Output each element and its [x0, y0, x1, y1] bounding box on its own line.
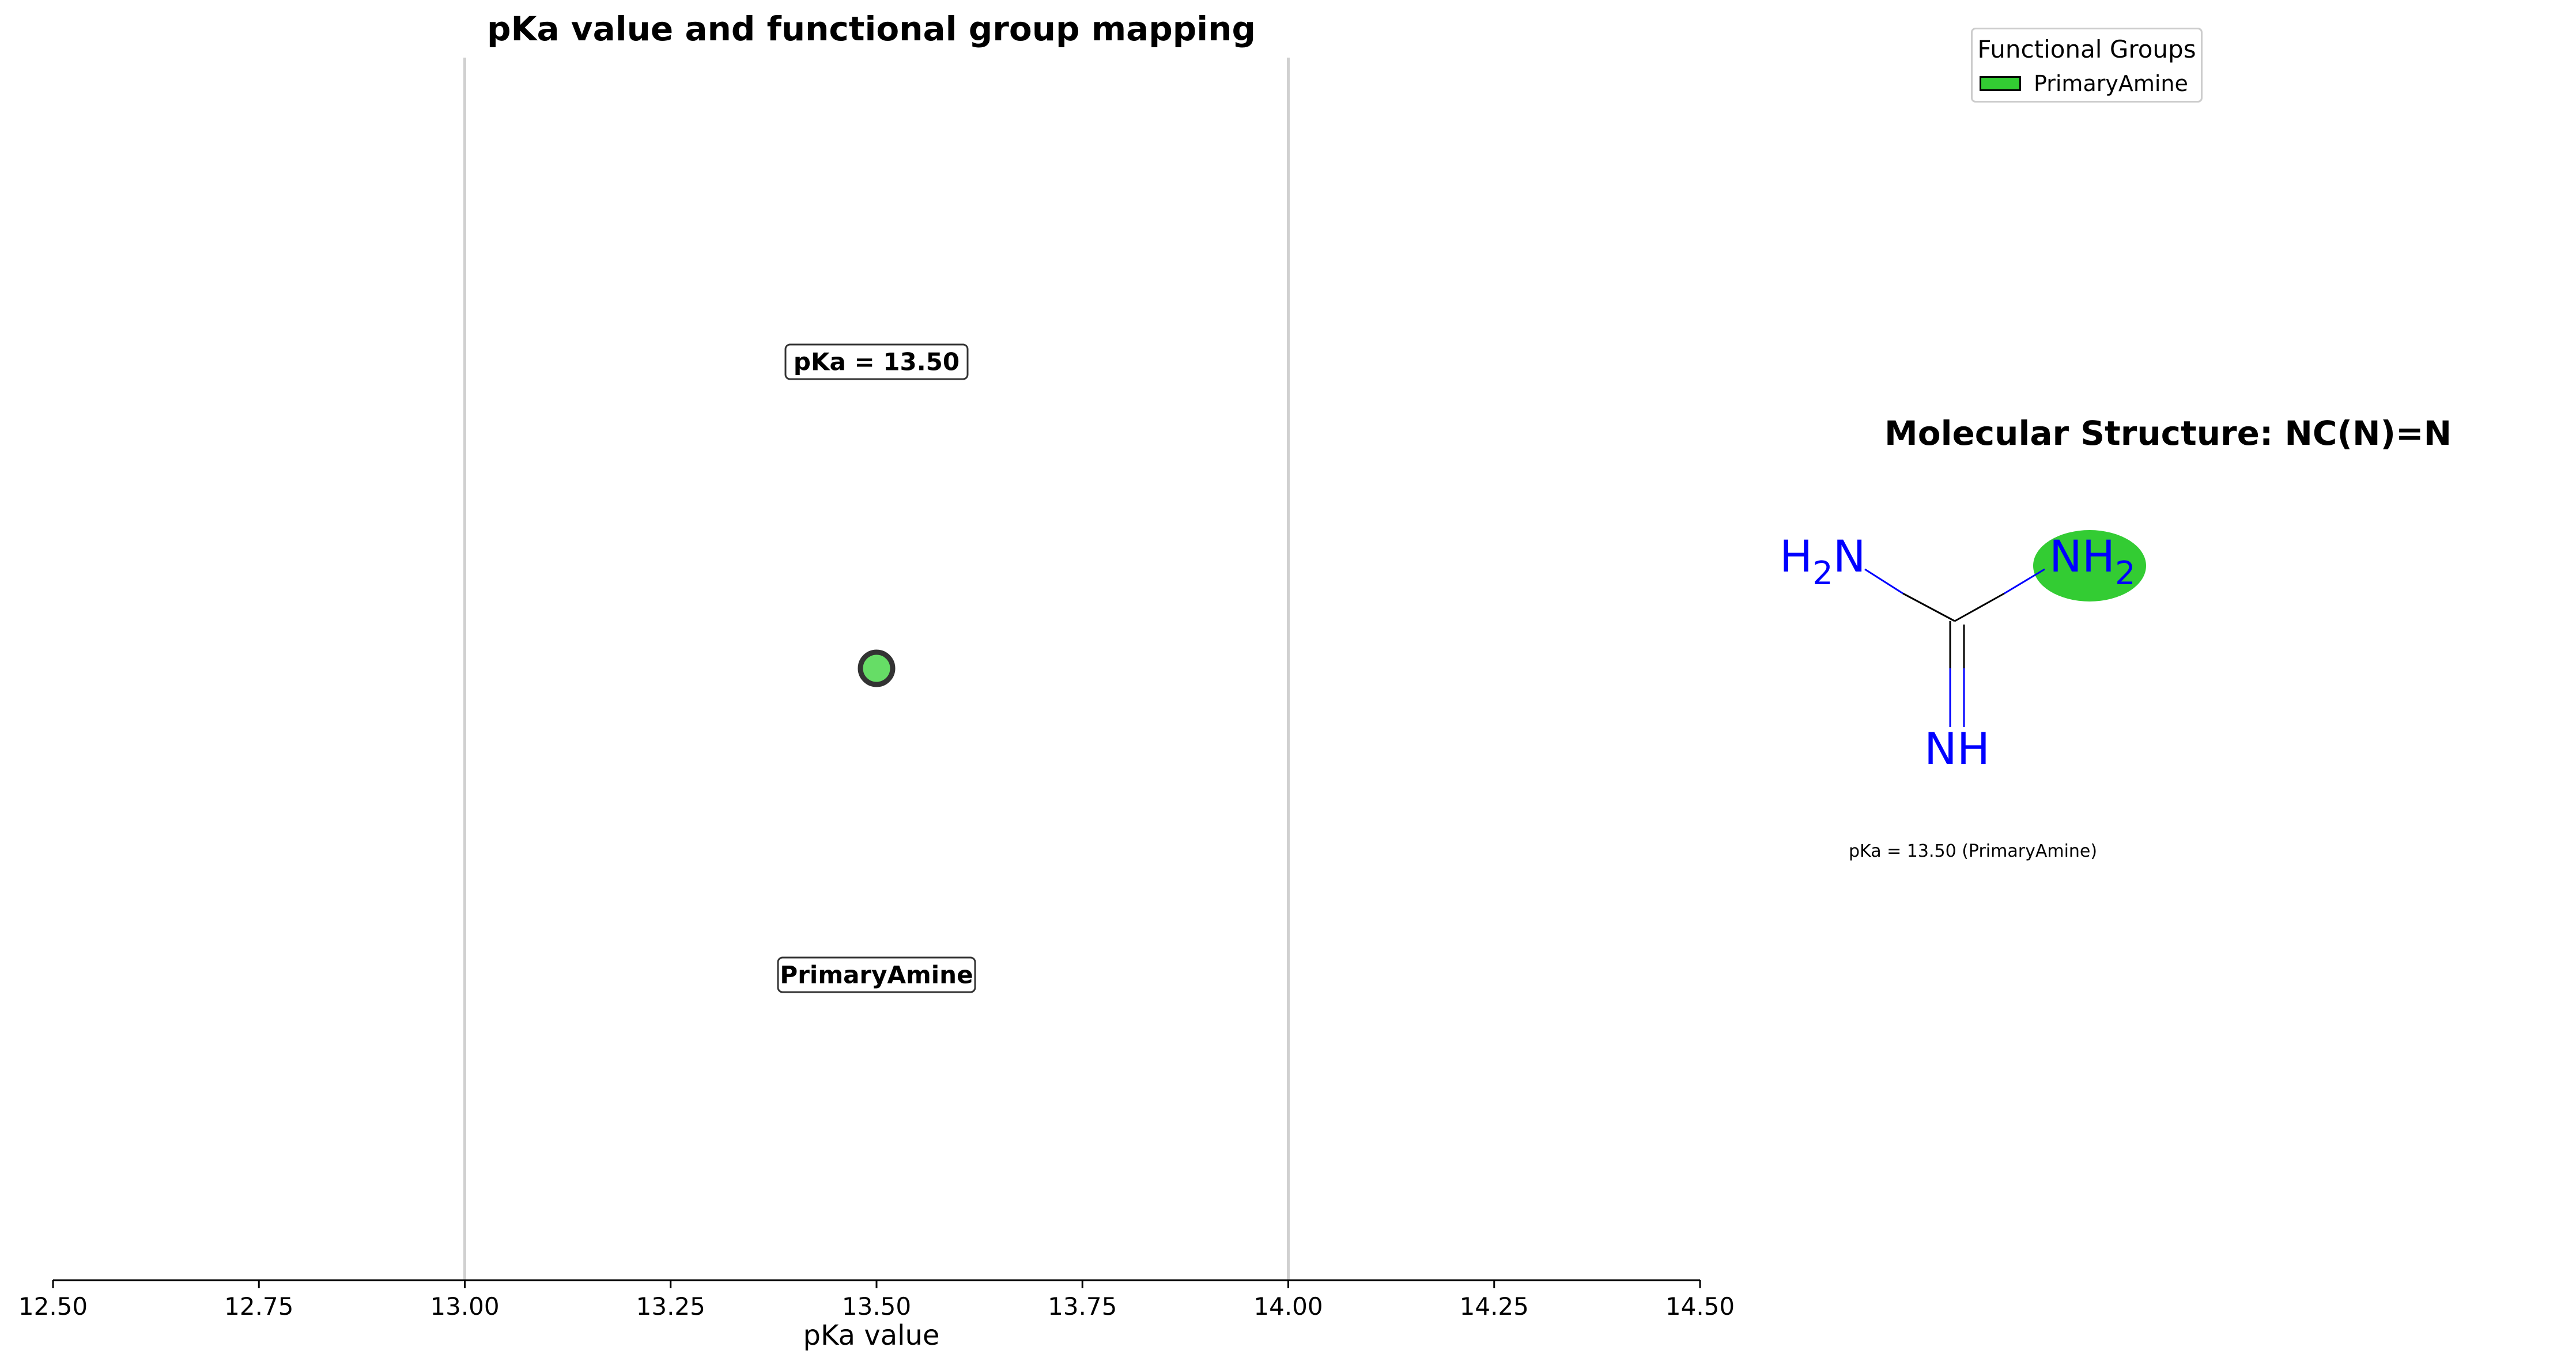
reference-lines	[463, 58, 1290, 1280]
x-tick-label: 14.00	[1253, 1292, 1323, 1321]
x-tick-label: 12.75	[224, 1292, 293, 1321]
atom-left-amine-sub: 2	[1812, 555, 1833, 592]
legend-entry: PrimaryAmine	[1980, 70, 2188, 97]
pka-value-annotation-text: pKa = 13.50	[794, 348, 960, 376]
group-annotation: PrimaryAmine	[777, 956, 976, 993]
x-axis-label: pKa value	[803, 1319, 940, 1352]
legend: Functional Groups PrimaryAmine	[1971, 28, 2203, 103]
atom-imine: NH	[1924, 723, 1990, 774]
group-annotation-box	[777, 956, 976, 993]
x-tick-label: 13.75	[1048, 1292, 1117, 1321]
atom-right-amine-sub: 2	[2115, 555, 2136, 592]
atom-right-amine-nh: NH	[2049, 531, 2115, 582]
x-tick-label: 14.50	[1665, 1292, 1735, 1321]
x-tick-label: 12.50	[18, 1292, 88, 1321]
functional-group-highlight	[2033, 530, 2146, 601]
legend-swatch	[1980, 76, 2021, 91]
pka-value-annotation: pKa = 13.50	[784, 343, 969, 380]
atom-left-amine-n: N	[1833, 531, 1866, 582]
bond-right-n-blue	[2004, 568, 2045, 595]
pka-value-annotation-box	[784, 343, 969, 380]
bond-left-c-black	[1902, 592, 1955, 622]
atom-left-amine: H2N	[1780, 531, 1866, 592]
molecule-caption: pKa = 13.50 (PrimaryAmine)	[1849, 841, 2098, 861]
bond-right-c-black	[1954, 592, 2005, 622]
x-tick-label: 13.50	[842, 1292, 911, 1321]
group-annotation-text: PrimaryAmine	[780, 961, 973, 989]
x-tick-label: 13.00	[430, 1292, 499, 1321]
chart-title: pKa value and functional group mapping	[487, 9, 1256, 48]
x-axis-ticks: 12.50 12.75 13.00 13.25 13.50 13.75 14.00 14.25…	[18, 1280, 1735, 1321]
x-tick-label: 14.25	[1460, 1292, 1529, 1321]
data-points: pKa = 13.50 PrimaryAmine	[777, 343, 976, 993]
molecule-title: Molecular Structure: NC(N)=N	[1884, 414, 2452, 453]
data-point	[858, 649, 896, 687]
legend-label: PrimaryAmine	[2034, 71, 2188, 96]
x-tick-label: 13.25	[636, 1292, 705, 1321]
legend-title: Functional Groups	[1977, 35, 2196, 63]
atom-left-amine-h: H	[1780, 531, 1812, 582]
bond-left-n-blue	[1864, 568, 1903, 595]
atom-right-amine: NH2	[2049, 531, 2136, 592]
